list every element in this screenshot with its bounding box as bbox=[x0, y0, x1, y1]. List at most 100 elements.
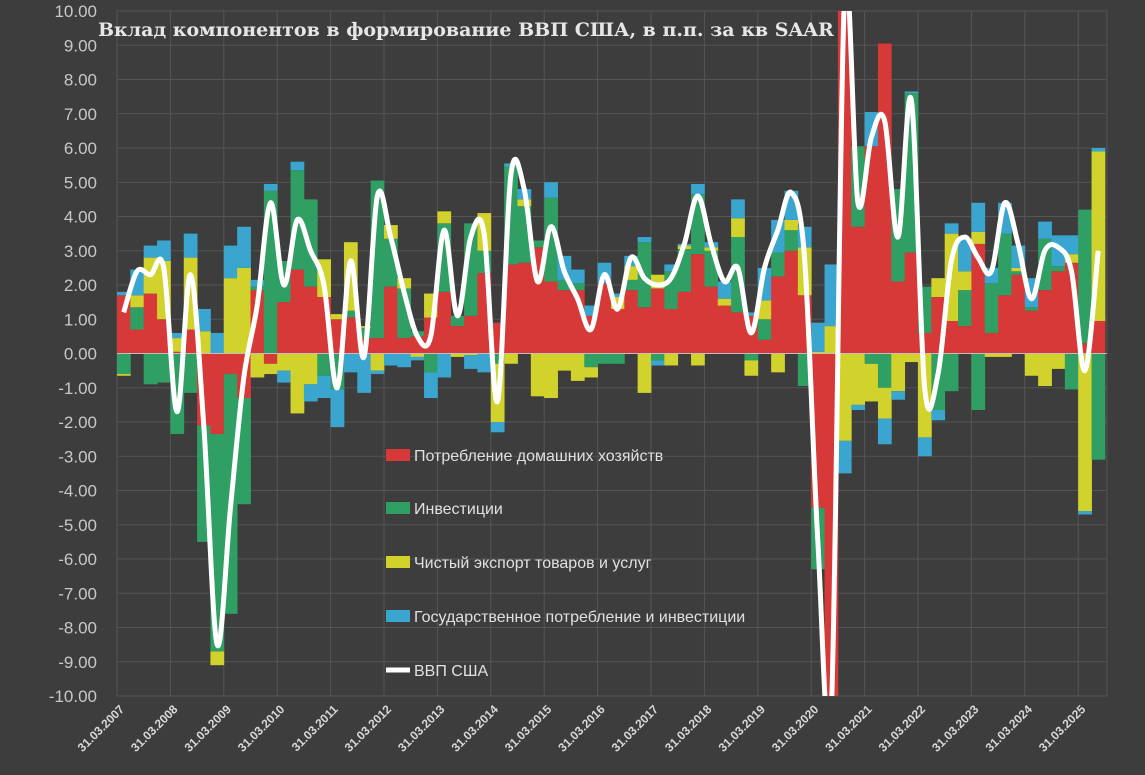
bar-segment-2 bbox=[237, 267, 251, 354]
bar-segment-3 bbox=[117, 291, 131, 296]
x-tick-label: 31.03.2010 bbox=[235, 702, 288, 755]
bar-segment-1 bbox=[570, 283, 585, 291]
bar-segment-3 bbox=[1038, 221, 1052, 239]
x-tick-label: 31.03.2015 bbox=[502, 702, 555, 755]
bar-segment-2 bbox=[864, 363, 879, 402]
bar-segment-0 bbox=[904, 252, 919, 354]
y-tick-label: -9.00 bbox=[58, 653, 97, 672]
y-tick-label: 7.00 bbox=[64, 105, 97, 124]
bar-segment-1 bbox=[1078, 209, 1092, 344]
bar-segment-3 bbox=[691, 183, 705, 195]
bar-segment-3 bbox=[610, 293, 625, 297]
y-tick-label: 1.00 bbox=[64, 310, 97, 329]
x-tick-label: 31.03.2019 bbox=[716, 702, 769, 755]
bar-segment-0 bbox=[624, 290, 639, 354]
bar-segment-2 bbox=[958, 271, 972, 291]
x-tick-label: 31.03.2017 bbox=[609, 702, 662, 755]
bar-segment-2 bbox=[931, 278, 946, 297]
bar-segment-1 bbox=[183, 353, 198, 393]
bar-segment-0 bbox=[1038, 290, 1052, 354]
bar-segment-2 bbox=[370, 353, 385, 371]
legend-label: Потребление домашних хозяйств bbox=[414, 448, 663, 465]
bar-segment-1 bbox=[757, 319, 772, 340]
x-tick-label: 31.03.2018 bbox=[662, 702, 715, 755]
bar-segment-2 bbox=[263, 363, 278, 375]
bar-segment-0 bbox=[864, 146, 879, 354]
legend-swatch-1 bbox=[386, 502, 410, 514]
bar-segment-3 bbox=[717, 281, 732, 299]
bar-segment-2 bbox=[210, 651, 225, 666]
x-tick-label: 31.03.2024 bbox=[983, 702, 1036, 755]
bar-segment-3 bbox=[744, 312, 759, 316]
bar-segment-3 bbox=[664, 264, 679, 272]
bar-segment-2 bbox=[757, 300, 772, 320]
bar-segment-2 bbox=[250, 353, 265, 378]
bar-segment-3 bbox=[1064, 235, 1079, 255]
bar-segment-3 bbox=[237, 226, 251, 268]
bar-segment-0 bbox=[704, 286, 719, 354]
y-tick-label: 3.00 bbox=[64, 242, 97, 261]
bar-segment-2 bbox=[851, 353, 865, 405]
bar-segment-2 bbox=[1078, 353, 1092, 512]
bar-segment-1 bbox=[784, 230, 799, 251]
bar-segment-0 bbox=[517, 262, 532, 354]
bar-segment-1 bbox=[998, 233, 1012, 296]
bar-segment-3 bbox=[250, 279, 265, 287]
legend: Потребление домашних хозяйств Инвестиции Ч… bbox=[386, 448, 745, 680]
bar-segment-0 bbox=[851, 226, 865, 354]
bar-segment-3 bbox=[303, 384, 318, 402]
legend-label: Государственное потребление и инвестиции bbox=[414, 609, 745, 626]
bar-segment-1 bbox=[1051, 266, 1066, 272]
bar-segment-3 bbox=[343, 353, 358, 373]
bar-segment-1 bbox=[117, 353, 131, 375]
bar-segment-3 bbox=[410, 356, 425, 361]
x-tick-label: 31.03.2021 bbox=[822, 702, 875, 755]
bar-segment-0 bbox=[1051, 271, 1066, 354]
bar-segment-2 bbox=[303, 353, 318, 385]
bar-segment-3 bbox=[971, 202, 986, 232]
bar-segment-3 bbox=[397, 353, 412, 368]
bar-segment-3 bbox=[944, 223, 959, 234]
bar-segment-1 bbox=[1011, 271, 1026, 275]
bar-segment-1 bbox=[958, 290, 972, 327]
series-line-gdp bbox=[121, 11, 1101, 696]
y-tick-label: 5.00 bbox=[64, 173, 97, 192]
bar-segment-0 bbox=[984, 332, 999, 354]
bar-segment-0 bbox=[757, 339, 772, 354]
bar-segment-0 bbox=[397, 338, 412, 354]
bar-segment-1 bbox=[1038, 238, 1052, 291]
bar-segment-2 bbox=[557, 353, 572, 371]
bars bbox=[117, 11, 1106, 696]
bar-segment-2 bbox=[530, 353, 545, 397]
bar-segment-3 bbox=[263, 183, 278, 191]
y-tick-label: 10.00 bbox=[54, 2, 97, 21]
bar-segment-3 bbox=[891, 391, 906, 400]
bar-segment-2 bbox=[811, 351, 825, 354]
bar-segment-2 bbox=[410, 353, 425, 357]
bar-segment-0 bbox=[1091, 320, 1106, 354]
bar-segment-0 bbox=[597, 283, 612, 354]
bar-segment-2 bbox=[357, 326, 372, 328]
bar-segment-2 bbox=[1051, 353, 1066, 369]
y-tick-label: -5.00 bbox=[58, 516, 97, 535]
bar-segment-0 bbox=[343, 317, 358, 354]
bar-segment-0 bbox=[263, 353, 278, 364]
bar-segment-2 bbox=[971, 231, 986, 244]
bar-segment-1 bbox=[771, 252, 785, 277]
bar-segment-2 bbox=[1064, 254, 1079, 263]
bar-segment-2 bbox=[223, 278, 238, 354]
bar-segment-2 bbox=[691, 353, 705, 366]
bar-segment-1 bbox=[584, 353, 598, 368]
bar-segment-1 bbox=[544, 197, 558, 282]
bar-segment-0 bbox=[250, 290, 265, 354]
bar-segment-2 bbox=[877, 387, 892, 419]
bar-segment-2 bbox=[771, 353, 785, 373]
bar-segment-2 bbox=[130, 295, 145, 308]
y-tick-label: 6.00 bbox=[64, 139, 97, 158]
bar-segment-0 bbox=[170, 351, 185, 354]
bar-segment-1 bbox=[1024, 307, 1039, 311]
bar-segment-2 bbox=[504, 353, 518, 364]
y-tick-label: -1.00 bbox=[58, 379, 97, 398]
bar-segment-0 bbox=[384, 286, 398, 354]
legend-swatch-3 bbox=[386, 610, 410, 622]
